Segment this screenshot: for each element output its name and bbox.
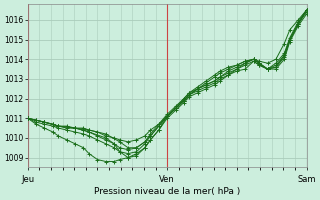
X-axis label: Pression niveau de la mer( hPa ): Pression niveau de la mer( hPa ) [94, 187, 240, 196]
